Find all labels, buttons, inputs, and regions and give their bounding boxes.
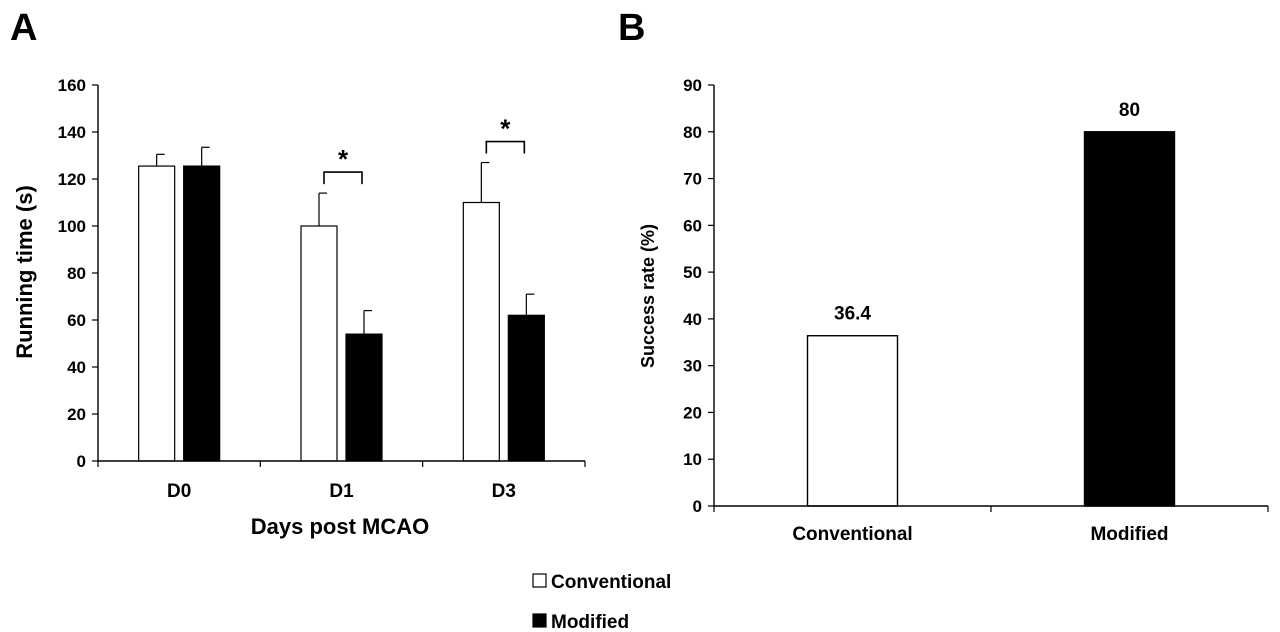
- panel-a-label: A: [10, 7, 37, 49]
- legend-label-conventional: Conventional: [551, 572, 671, 593]
- panel-a-x-axis-title: Days post MCAO: [251, 514, 429, 539]
- panel-a-y-tick-label: 20: [67, 405, 86, 424]
- panel-a-error-bars: [156, 146, 535, 335]
- panel-a-x-label-d1: D1: [329, 481, 354, 502]
- panel-a-bar-modified-d1: [345, 333, 383, 462]
- legend-swatch-modified: [532, 613, 547, 628]
- panel-b-axes: [713, 85, 1269, 512]
- panel-a-bar-conventional-d3: [462, 201, 500, 462]
- panel-a-y-tick-label: 80: [67, 264, 86, 283]
- panel-a-y-tick-label: 40: [67, 358, 86, 377]
- panel-b-y-tick-label: 30: [683, 357, 702, 376]
- panel-b-bar-modified: [1083, 131, 1176, 507]
- panel-b-y-tick-label: 90: [683, 76, 702, 95]
- panel-b-y-tick-label: 10: [683, 450, 702, 469]
- legend: Conventional Modified: [532, 572, 671, 632]
- panel-a-bar-modified-d0: [183, 165, 221, 462]
- panel-b-data-label-modified: 80: [1119, 100, 1140, 121]
- panel-b-data-label-conventional: 36.4: [834, 304, 871, 325]
- panel-b: B 0 10 20 30 40 50 60 70 80 90 36.4 80 Conventiona…: [618, 7, 1269, 545]
- panel-a-significance: **: [323, 114, 526, 185]
- panel-b-bar-conventional: [806, 335, 899, 507]
- panel-a-significance-bracket-d1: [323, 171, 363, 185]
- panel-b-label: B: [618, 7, 645, 49]
- panel-a-y-tick-label: 120: [58, 170, 86, 189]
- panel-a-bar-conventional-d1: [300, 225, 338, 462]
- panel-a-y-axis-title: Running time (s): [12, 185, 37, 359]
- panel-b-data-labels: 36.4 80: [834, 100, 1140, 325]
- panel-b-x-label-modified: Modified: [1090, 524, 1168, 545]
- panel-b-x-categories: Conventional Modified: [792, 524, 1168, 545]
- panel-a-bars: [138, 165, 545, 462]
- panel-a-y-tick-label: 140: [58, 123, 86, 142]
- panel-b-y-tick-label: 70: [683, 170, 702, 189]
- panel-a-bar-modified-d3: [507, 314, 545, 462]
- panel-a-x-label-d0: D0: [167, 481, 191, 502]
- panel-a-bar-conventional-d0: [138, 165, 176, 462]
- panel-a-y-tick-label: 0: [77, 452, 86, 471]
- panel-a-x-label-d3: D3: [492, 481, 516, 502]
- panel-a-x-categories: D0 D1 D3: [167, 481, 516, 502]
- panel-a-significance-star-d3: *: [500, 114, 511, 144]
- panel-b-y-tick-label: 50: [683, 263, 702, 282]
- panel-a-y-ticks: 0 20 40 60 80 100 120 140 160: [58, 76, 98, 471]
- panel-a-significance-bracket-d3: [485, 140, 526, 154]
- panel-a-axes: [97, 85, 586, 467]
- panel-b-y-axis-title: Success rate (%): [638, 224, 658, 368]
- panel-a-y-tick-label: 60: [67, 311, 86, 330]
- panel-b-y-tick-label: 0: [693, 497, 702, 516]
- legend-label-modified: Modified: [551, 612, 629, 632]
- panel-a-y-tick-label: 100: [58, 217, 86, 236]
- panel-b-bars: [806, 131, 1176, 507]
- panel-b-y-ticks: 0 10 20 30 40 50 60 70 80 90: [683, 76, 714, 516]
- panel-b-y-tick-label: 40: [683, 310, 702, 329]
- panel-b-y-tick-label: 80: [683, 123, 702, 142]
- legend-swatch-conventional: [532, 573, 547, 588]
- panel-b-x-label-conventional: Conventional: [792, 524, 912, 545]
- panel-b-y-tick-label: 20: [683, 403, 702, 422]
- panel-a-y-tick-label: 160: [58, 76, 86, 95]
- panel-a-significance-star-d1: *: [338, 144, 349, 174]
- panel-b-y-tick-label: 60: [683, 216, 702, 235]
